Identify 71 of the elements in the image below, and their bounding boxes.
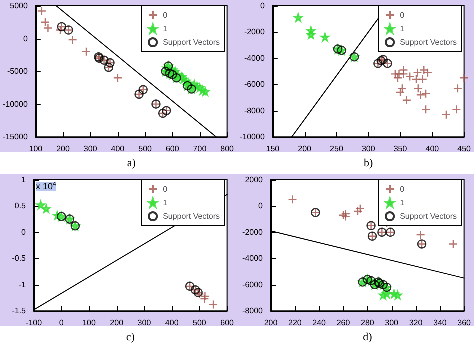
x-tick-label: 500 (193, 318, 207, 328)
y-tick-label: -5000 (7, 67, 28, 76)
legend-label: 0 (400, 11, 406, 20)
x-tick-label: 400 (111, 144, 126, 154)
x-tick-label: 340 (433, 318, 448, 328)
x-tick-label: 500 (138, 144, 153, 154)
x-tick-label: 800 (220, 144, 235, 154)
y-tick-label: 0 (22, 228, 27, 237)
x-tick-label: 300 (362, 144, 376, 154)
x-axis-title: c) (126, 332, 136, 344)
x-tick-label: 300 (138, 318, 152, 328)
legend-label: Support Vectors (163, 212, 220, 221)
legend-label: Support Vectors (163, 38, 220, 47)
x-tick-label: 200 (110, 318, 124, 328)
legend-label: 0 (163, 11, 168, 20)
y-tick-label: -1 (18, 280, 27, 290)
legend-label: Support Vectors (400, 212, 457, 221)
legend-label: 1 (163, 198, 168, 208)
x-tick-label: 200 (298, 144, 312, 154)
x-tick-label: 250 (330, 144, 344, 154)
x-tick-label: 200 (56, 144, 70, 154)
x-axis-title: b) (364, 158, 374, 170)
y-tick-label: 0 (260, 2, 266, 10)
x-tick-label: 280 (360, 318, 375, 328)
x-tick-label: 320 (409, 318, 424, 328)
y-tick-label: 2000 (245, 176, 264, 184)
legend-label: 1 (163, 24, 168, 34)
x-tick-label: 100 (29, 144, 44, 154)
x-tick-label: 450 (458, 144, 472, 154)
y-tick-label: -6000 (244, 80, 266, 90)
x-tick-label: 300 (385, 318, 400, 328)
x-tick-label: 400 (165, 318, 180, 328)
x-tick-label: 260 (336, 318, 351, 328)
x-tick-label: -100 (26, 318, 43, 328)
x-tick-label: 360 (458, 318, 472, 328)
legend-label: Support Vectors (400, 38, 457, 47)
x-tick-label: 600 (166, 144, 180, 154)
legend-label: 1 (400, 198, 406, 208)
y-tick-label: -8000 (242, 306, 264, 316)
y-tick-label: -10000 (240, 132, 266, 142)
y-tick-label: -6000 (242, 280, 264, 290)
x-tick-label: 700 (193, 144, 208, 154)
y-tick-label: -10000 (2, 100, 28, 109)
y-tick-label: 0 (23, 34, 28, 44)
legend-label: 0 (163, 185, 168, 194)
x-tick-label: 200 (264, 318, 278, 328)
legend-label: 1 (400, 24, 406, 34)
y-tick-label: -1.5 (12, 306, 27, 316)
x-tick-label: 400 (426, 144, 440, 154)
y-tick-label: -4000 (244, 54, 266, 63)
y-tick-label: -4000 (242, 254, 264, 264)
x-tick-label: 240 (312, 318, 327, 328)
x-tick-label: 0 (59, 318, 64, 328)
y-tick-label: 5000 (10, 2, 28, 10)
y-tick-label: 1 (22, 176, 27, 184)
x-axis-title: d) (363, 332, 373, 344)
x-tick-label: 100 (82, 318, 96, 328)
x-tick-label: 300 (84, 144, 98, 154)
y-tick-label: 0.5 (14, 202, 27, 211)
y-tick-label: -15000 (2, 132, 28, 142)
x-tick-label: 150 (266, 144, 280, 154)
y-tick-label: -2000 (242, 228, 264, 237)
y-tick-label: -0.5 (12, 254, 27, 264)
x-tick-label: 220 (288, 318, 302, 328)
x-tick-label: 600 (220, 318, 235, 328)
x-tick-label: 350 (394, 144, 408, 154)
legend-label: 0 (400, 185, 406, 194)
y-tick-label: -2000 (244, 28, 266, 37)
y-tick-label: -8000 (244, 106, 266, 116)
x-axis-title: a) (127, 158, 136, 170)
y-tick-label: 0 (258, 202, 264, 211)
